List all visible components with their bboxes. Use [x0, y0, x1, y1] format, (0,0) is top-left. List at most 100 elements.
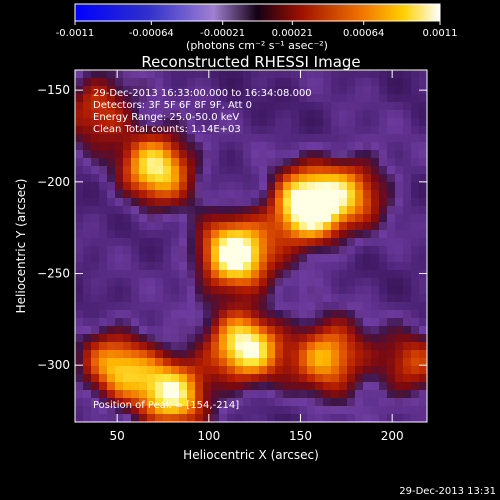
heatmap-cell [83, 302, 92, 311]
heatmap-cell [259, 398, 268, 407]
heatmap-cell [187, 78, 196, 87]
heatmap-cell [203, 390, 212, 399]
heatmap-cell [291, 398, 300, 407]
heatmap-cell [331, 366, 340, 375]
heatmap-cell [99, 310, 108, 319]
heatmap-cell [395, 254, 404, 263]
heatmap-cell [395, 182, 404, 191]
heatmap-cell [355, 278, 364, 287]
heatmap-cell [283, 230, 292, 239]
heatmap-cell [235, 382, 244, 391]
heatmap-cell [115, 286, 124, 295]
heatmap-cell [403, 366, 412, 375]
heatmap-cell [163, 230, 172, 239]
heatmap-cell [203, 166, 212, 175]
heatmap-cell [75, 70, 84, 79]
heatmap-cell [371, 358, 380, 367]
heatmap-cell [419, 142, 427, 151]
heatmap-cell [99, 198, 108, 207]
heatmap-cell [179, 350, 188, 359]
heatmap-cell [355, 182, 364, 191]
heatmap-cell [315, 270, 324, 279]
heatmap-cell [315, 166, 324, 175]
heatmap-cell [259, 214, 268, 223]
heatmap-cell [291, 158, 300, 167]
colorbar-tick-label: 0.0011 [423, 28, 458, 39]
heatmap-cell [211, 286, 220, 295]
heatmap-cell [179, 358, 188, 367]
heatmap-cell [155, 230, 164, 239]
heatmap-cell [219, 94, 228, 103]
heatmap-cell [363, 70, 372, 79]
heatmap-cell [211, 190, 220, 199]
heatmap-cell [259, 326, 268, 335]
heatmap-cell [395, 342, 404, 351]
heatmap-cell [259, 150, 268, 159]
heatmap-cell [387, 222, 396, 231]
heatmap-cell [331, 310, 340, 319]
heatmap-cell [195, 134, 204, 143]
heatmap-cell [179, 134, 188, 143]
heatmap-cell [251, 302, 260, 311]
colorbar-tick-label: -0.00064 [129, 28, 174, 39]
heatmap-cell [99, 206, 108, 215]
heatmap-cell [115, 342, 124, 351]
heatmap-cell [235, 366, 244, 375]
heatmap-cell [243, 294, 252, 303]
heatmap-cell [203, 214, 212, 223]
heatmap-cell [411, 390, 420, 399]
heatmap-cell [203, 70, 212, 79]
heatmap-cell [275, 174, 284, 183]
heatmap-cell [339, 302, 348, 311]
heatmap-cell [363, 102, 372, 111]
heatmap-cell [291, 358, 300, 367]
heatmap-cell [251, 326, 260, 335]
heatmap-cell [347, 254, 356, 263]
heatmap-cell [123, 94, 132, 103]
heatmap-cell [403, 126, 412, 135]
heatmap-cell [347, 86, 356, 95]
heatmap-cell [371, 310, 380, 319]
heatmap-cell [315, 382, 324, 391]
heatmap-cell [235, 414, 244, 422]
heatmap-cell [387, 374, 396, 383]
heatmap-cell [339, 366, 348, 375]
heatmap-cell [107, 318, 116, 327]
heatmap-cell [187, 270, 196, 279]
heatmap-cell [283, 190, 292, 199]
heatmap-cell [339, 142, 348, 151]
heatmap-cell [419, 246, 427, 255]
heatmap-cell [291, 230, 300, 239]
heatmap-cell [387, 278, 396, 287]
heatmap-cell [371, 334, 380, 343]
heatmap-cell [419, 262, 427, 271]
heatmap-cell [147, 166, 156, 175]
heatmap-cell [307, 414, 316, 422]
heatmap-cell [267, 270, 276, 279]
heatmap-cell [403, 390, 412, 399]
heatmap-cell [115, 70, 124, 79]
heatmap-cell [403, 382, 412, 391]
heatmap-cell [259, 190, 268, 199]
heatmap-cell [315, 150, 324, 159]
heatmap-cell [179, 262, 188, 271]
heatmap-cell [419, 254, 427, 263]
heatmap-cell [347, 158, 356, 167]
heatmap-cell [147, 110, 156, 119]
heatmap-cell [187, 198, 196, 207]
heatmap-cell [411, 198, 420, 207]
heatmap-cell [163, 262, 172, 271]
heatmap-cell [115, 374, 124, 383]
heatmap-cell [147, 190, 156, 199]
heatmap-cell [195, 286, 204, 295]
heatmap-cell [275, 158, 284, 167]
heatmap-cell [291, 110, 300, 119]
heatmap-cell [211, 262, 220, 271]
heatmap-cell [211, 374, 220, 383]
heatmap-cell [139, 382, 148, 391]
heatmap-cell [251, 374, 260, 383]
heatmap-cell [411, 206, 420, 215]
heatmap-cell [291, 334, 300, 343]
heatmap-cell [411, 278, 420, 287]
heatmap-cell [283, 150, 292, 159]
